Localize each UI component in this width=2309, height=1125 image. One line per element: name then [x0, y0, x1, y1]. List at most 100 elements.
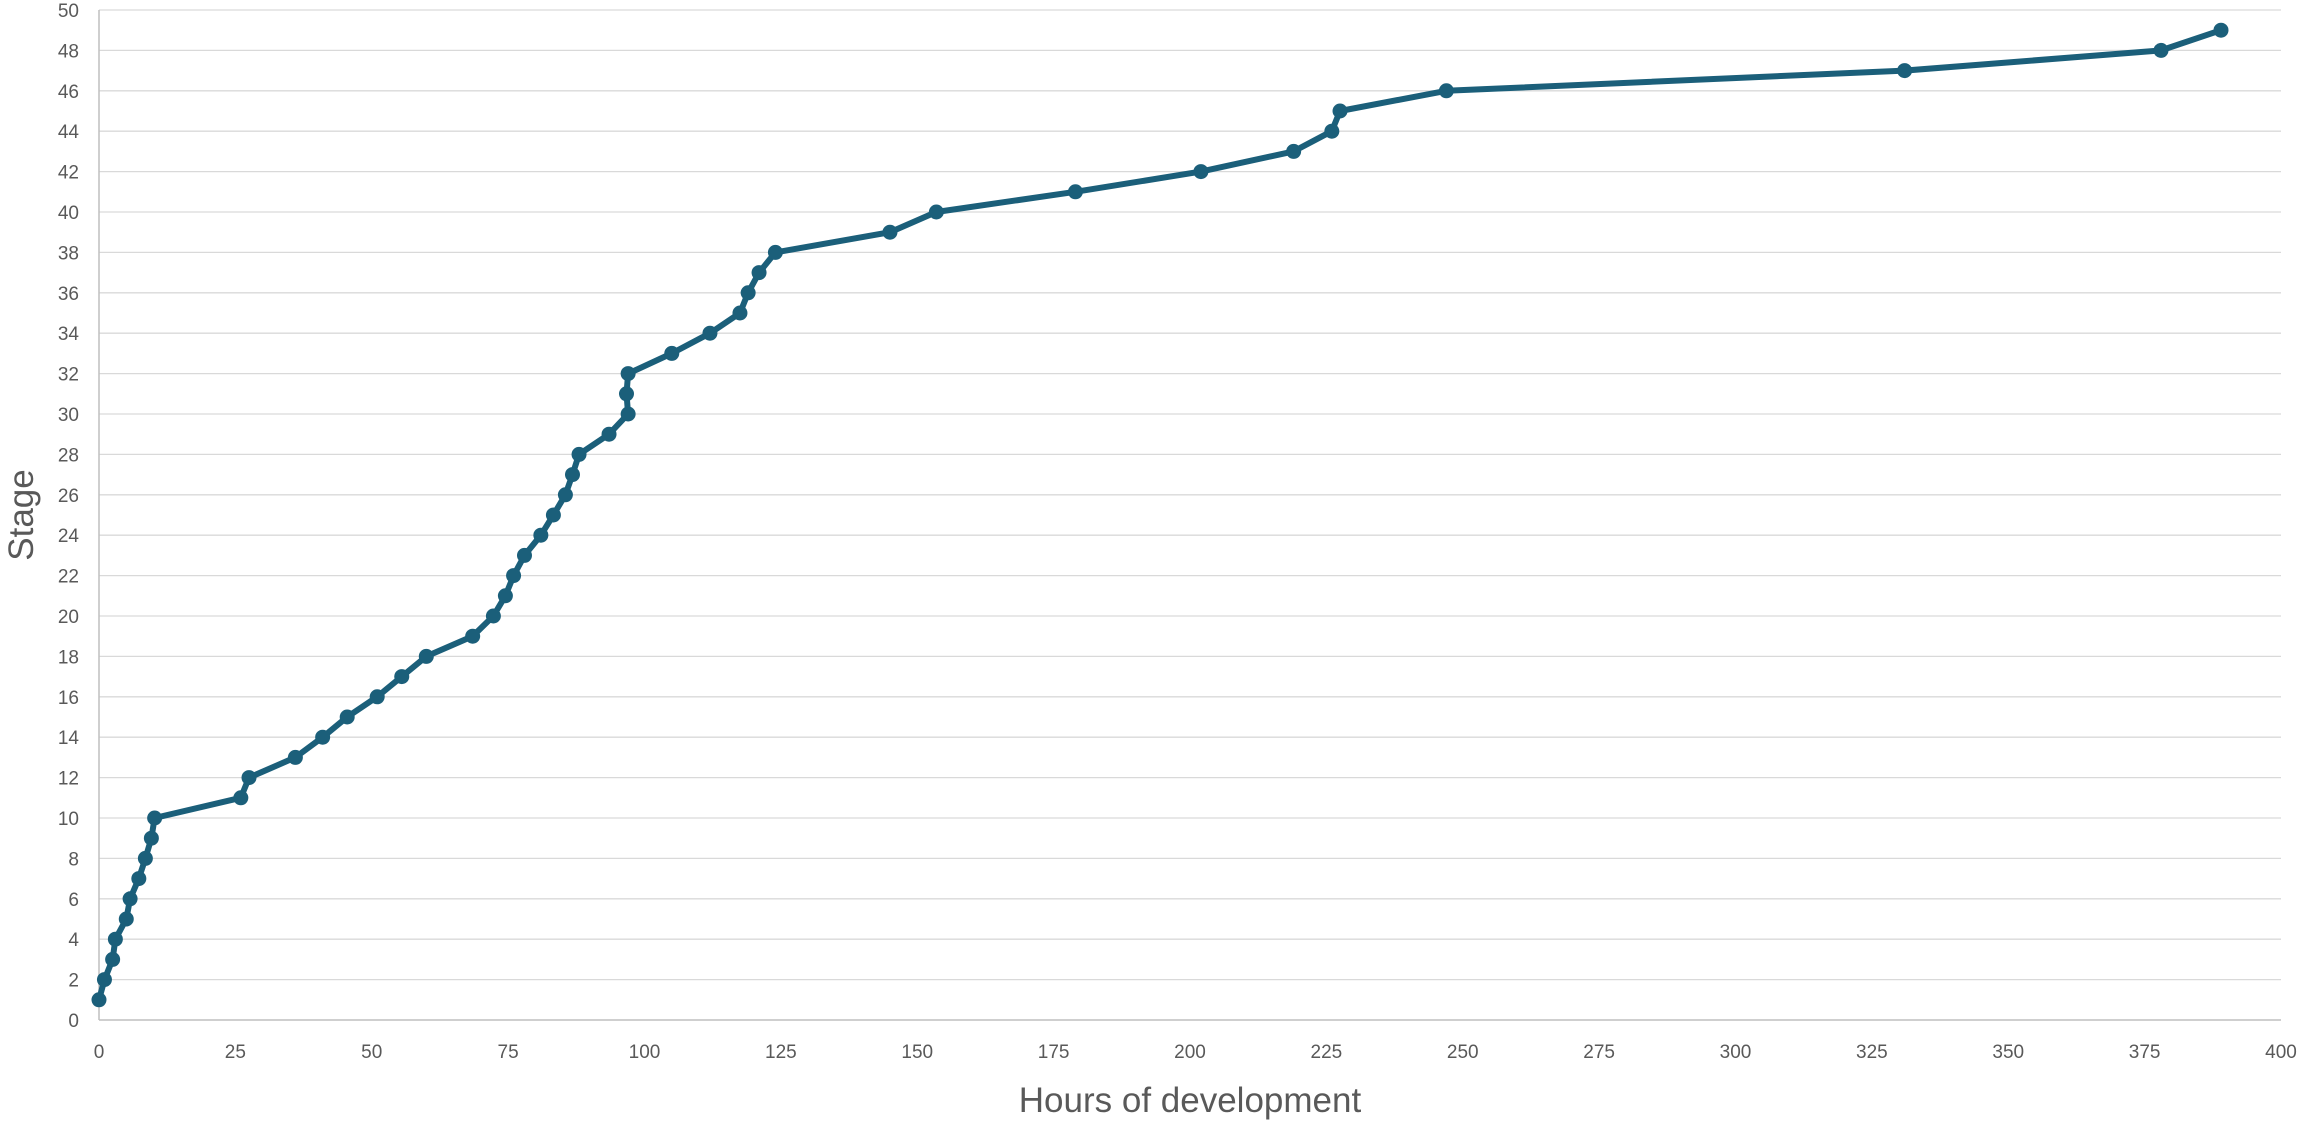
data-point: [533, 527, 549, 543]
data-point: [601, 426, 617, 442]
y-axis-title: Stage: [2, 469, 41, 560]
y-tick-label: 18: [58, 647, 79, 668]
data-point: [497, 588, 513, 604]
y-tick-label: 12: [58, 769, 79, 790]
x-tick-label: 125: [765, 1042, 797, 1063]
data-point: [339, 709, 355, 725]
x-tick-label: 225: [1311, 1042, 1343, 1063]
y-tick-label: 14: [58, 728, 80, 749]
y-tick-label: 8: [68, 849, 79, 870]
data-point: [516, 547, 532, 563]
y-tick-label: 30: [58, 405, 79, 426]
data-point: [1324, 123, 1340, 139]
y-tick-label: 2: [68, 971, 79, 992]
data-point: [96, 972, 112, 988]
data-point: [618, 386, 634, 402]
x-tick-label: 325: [1856, 1042, 1888, 1063]
x-tick-label: 25: [225, 1042, 246, 1063]
data-point: [1193, 164, 1209, 180]
y-tick-label: 48: [58, 41, 79, 62]
y-tick-label: 4: [68, 930, 79, 951]
y-tick-label: 10: [58, 809, 79, 830]
y-tick-label: 6: [68, 890, 79, 911]
x-tick-label: 75: [498, 1042, 519, 1063]
series-line: [96, 27, 2224, 1003]
data-point: [1438, 83, 1454, 99]
data-point: [122, 891, 138, 907]
x-tick-label: 250: [1447, 1042, 1479, 1063]
data-point: [418, 648, 434, 664]
x-tick-label: 175: [1038, 1042, 1070, 1063]
data-point: [767, 244, 783, 260]
data-point: [315, 729, 331, 745]
y-tick-label: 44: [58, 122, 80, 143]
data-point: [91, 992, 107, 1008]
x-tick-label: 300: [1720, 1042, 1752, 1063]
y-tick-label: 36: [58, 284, 79, 305]
x-tick-label: 50: [361, 1042, 382, 1063]
y-tick-label: 50: [58, 1, 79, 22]
x-tick-label: 350: [1992, 1042, 2024, 1063]
data-point: [882, 224, 898, 240]
y-tick-label: 46: [58, 82, 79, 103]
data-point: [564, 467, 580, 483]
data-point: [620, 406, 636, 422]
data-point: [147, 810, 163, 826]
data-point: [143, 830, 159, 846]
data-point: [740, 285, 756, 301]
data-point: [751, 265, 767, 281]
series: [91, 22, 2229, 1008]
data-point: [394, 669, 410, 685]
data-point: [1897, 63, 1913, 79]
x-tick-label: 375: [2129, 1042, 2161, 1063]
x-tick-label: 400: [2265, 1042, 2297, 1063]
data-point: [620, 366, 636, 382]
data-point: [137, 850, 153, 866]
y-tick-label: 20: [58, 607, 79, 628]
y-tick-label: 0: [68, 1011, 79, 1032]
data-point: [485, 608, 501, 624]
x-tick-label: 100: [629, 1042, 661, 1063]
axes: [98, 10, 2281, 1021]
data-point: [241, 770, 257, 786]
data-points: [91, 22, 2229, 1008]
data-point: [571, 446, 587, 462]
data-point: [1067, 184, 1083, 200]
data-point: [732, 305, 748, 321]
x-tick-label: 275: [1583, 1042, 1615, 1063]
y-tick-label: 38: [58, 243, 79, 264]
data-point: [105, 951, 121, 967]
data-point: [287, 749, 303, 765]
y-tick-labels: 0246810121416182022242628303234363840424…: [58, 1, 80, 1032]
data-point: [369, 689, 385, 705]
x-axis-title: Hours of development: [1019, 1081, 1362, 1120]
x-tick-label: 200: [1174, 1042, 1206, 1063]
data-point: [465, 628, 481, 644]
y-tick-label: 22: [58, 567, 79, 588]
data-point: [118, 911, 134, 927]
y-tick-label: 26: [58, 486, 79, 507]
data-point: [131, 871, 147, 887]
y-tick-label: 34: [58, 324, 80, 345]
x-tick-label: 0: [94, 1042, 105, 1063]
y-tick-label: 24: [58, 526, 80, 547]
y-tick-label: 32: [58, 365, 79, 386]
x-tick-labels: 0 25 50 75 100 125 150 175 200 225 250 275 300 325 350…: [94, 1042, 2297, 1063]
data-point: [2153, 42, 2169, 58]
data-point: [928, 204, 944, 220]
data-point: [545, 507, 561, 523]
y-tick-label: 16: [58, 688, 79, 709]
data-point: [506, 568, 522, 584]
data-point: [557, 487, 573, 503]
y-tick-label: 28: [58, 445, 79, 466]
data-point: [233, 790, 249, 806]
data-point: [664, 345, 680, 361]
x-tick-label: 150: [901, 1042, 933, 1063]
data-point: [1286, 143, 1302, 159]
gridlines: [99, 9, 2281, 981]
y-tick-label: 40: [58, 203, 79, 224]
data-point: [2213, 22, 2229, 38]
data-point: [702, 325, 718, 341]
